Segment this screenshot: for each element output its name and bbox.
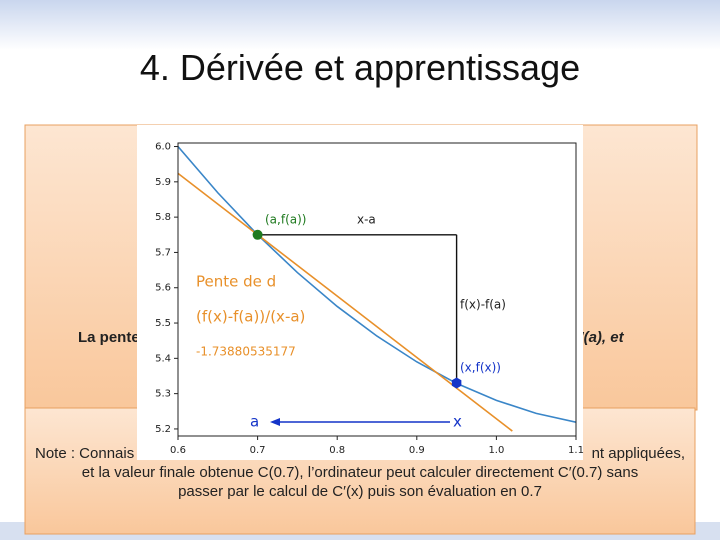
y-tick-label: 5.4 — [155, 353, 171, 364]
series-line — [178, 146, 576, 424]
annotation: a — [250, 413, 259, 431]
annotation: f(x)-f(a) — [460, 298, 506, 312]
y-tick-label: 6.0 — [155, 142, 171, 153]
annotation: (a,f(a)) — [265, 213, 306, 227]
chart: (a,f(a)) x-a f(x)-f(a) (x,f(x)) Pente de d (f… — [137, 125, 584, 460]
box-text: La pente — [78, 329, 140, 346]
y-tick-label: 5.2 — [155, 424, 171, 435]
box-text: f′(a), et — [575, 329, 625, 346]
x-tick-label: 0.8 — [329, 445, 345, 456]
arrow-head — [270, 418, 280, 426]
y-tick-label: 5.3 — [155, 389, 171, 400]
y-tick-label: 5.5 — [155, 318, 171, 329]
y-tick-label: 5.7 — [155, 247, 171, 258]
note-text: et la valeur finale obtenue C(0.7), l’or… — [82, 464, 638, 481]
x-tick-label: 1.1 — [568, 445, 584, 456]
annotation: (f(x)-f(a))/(x-a) — [196, 308, 305, 326]
header-band — [0, 0, 720, 50]
x-tick-label: 0.6 — [170, 445, 186, 456]
point-x — [451, 377, 462, 389]
annotation: x — [453, 413, 462, 431]
slide-title: 4. Dérivée et apprentissage — [140, 47, 580, 88]
annotation: Pente de d — [196, 273, 276, 291]
x-tick-label: 0.7 — [250, 445, 266, 456]
note-text: nt appliquées, — [592, 445, 685, 462]
annotation: (x,f(x)) — [460, 361, 501, 375]
x-tick-label: 1.0 — [488, 445, 504, 456]
note-text: Note : Connais — [35, 445, 134, 462]
annotation: -1.73880535177 — [196, 345, 296, 359]
axes-frame — [177, 142, 577, 437]
y-tick-label: 5.6 — [155, 283, 171, 294]
x-tick-label: 0.9 — [409, 445, 425, 456]
chart-panel — [137, 125, 583, 460]
annotation: x-a — [357, 213, 376, 227]
y-tick-label: 5.8 — [155, 212, 171, 223]
y-tick-label: 5.9 — [155, 177, 171, 188]
plot-area: (a,f(a)) x-a f(x)-f(a) (x,f(x)) Pente de d (f… — [178, 146, 576, 432]
note-text: passer par le calcul de C′(x) puis son é… — [178, 483, 542, 500]
point-a — [252, 229, 263, 240]
